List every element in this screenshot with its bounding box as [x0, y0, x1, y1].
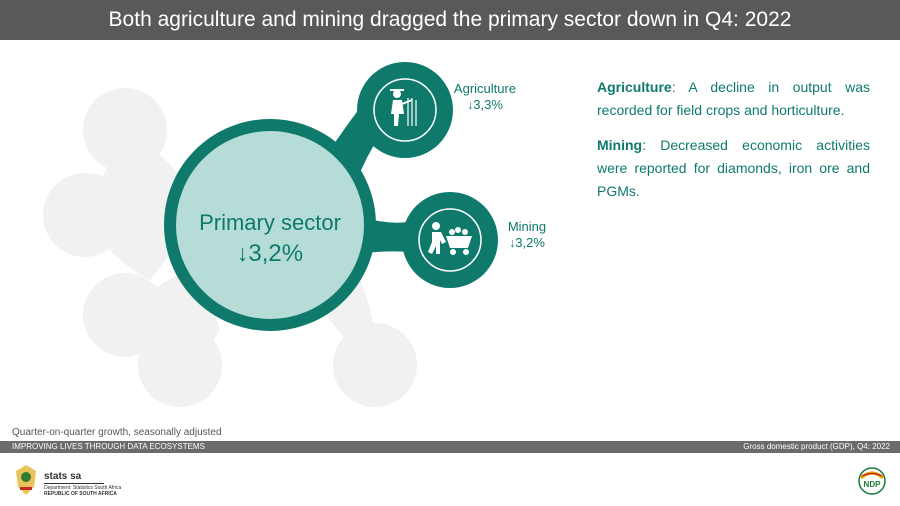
agriculture-value: ↓3,3% — [467, 97, 503, 112]
footer-source: Gross domestic product (GDP), Q4: 2022 — [743, 442, 890, 451]
diagram-graphic — [43, 62, 498, 407]
down-arrow-icon: ↓ — [467, 98, 474, 112]
down-arrow-icon: ↓ — [236, 240, 249, 266]
ndp-logo-icon: NDP — [858, 467, 886, 495]
sector-notes: Agriculture: A decline in output was rec… — [597, 76, 870, 215]
primary-sector-diagram: Primary sector ↓3,2% Agriculture ↓3,3% M… — [0, 40, 900, 430]
primary-sector-value: ↓3,2% — [236, 240, 304, 267]
footer-bar: IMPROVING LIVES THROUGH DATA ECOSYSTEMS … — [0, 441, 900, 453]
page-title: Both agriculture and mining dragged the … — [0, 0, 900, 40]
agriculture-label: Agriculture — [453, 81, 517, 96]
stats-sa-logo: stats sa Department: Statistics South Af… — [44, 471, 122, 497]
mining-value: ↓3,2% — [509, 235, 545, 250]
mining-label: Mining — [507, 219, 547, 234]
agriculture-bubble — [357, 62, 453, 158]
mining-note: Mining: Decreased economic activities we… — [597, 137, 870, 199]
primary-sector-circle — [164, 119, 376, 331]
primary-sector-label: Primary sector — [199, 210, 341, 235]
down-arrow-icon: ↓ — [509, 236, 516, 250]
svg-text:NDP: NDP — [864, 480, 882, 489]
footnote: Quarter-on-quarter growth, seasonally ad… — [12, 427, 222, 438]
farmer-icon — [390, 89, 417, 126]
agriculture-note: Agriculture: A decline in output was rec… — [597, 79, 870, 118]
coat-of-arms-icon — [16, 465, 36, 495]
miner-icon — [428, 222, 472, 255]
footer-tagline: IMPROVING LIVES THROUGH DATA ECOSYSTEMS — [12, 442, 205, 451]
